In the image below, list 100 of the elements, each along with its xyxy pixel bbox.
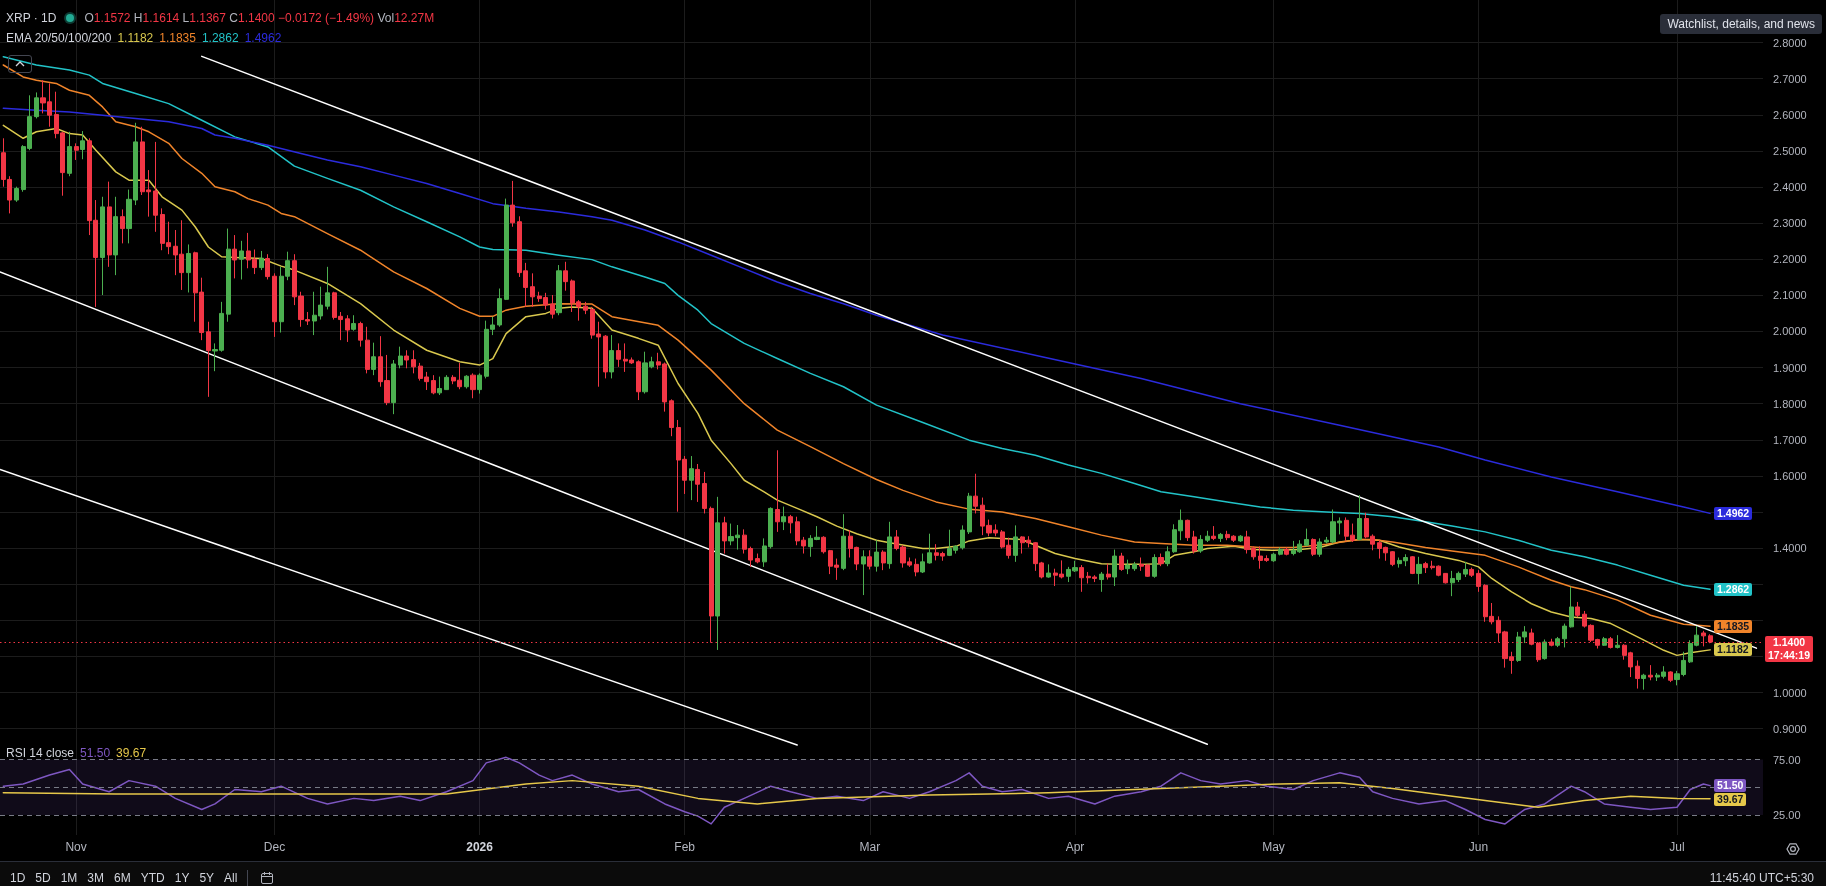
- candlestick: [636, 359, 641, 401]
- line-series: [2, 124, 1711, 657]
- line-series: [2, 756, 1711, 825]
- candlestick: [1185, 519, 1190, 542]
- candlestick: [391, 359, 396, 415]
- y-tick-label: 75.00: [1773, 753, 1801, 766]
- candlestick: [477, 372, 482, 395]
- candlestick: [444, 374, 449, 391]
- candlestick: [583, 301, 588, 315]
- candlestick: [1278, 546, 1283, 556]
- candlestick: [887, 521, 892, 570]
- candlestick: [556, 264, 562, 316]
- candlestick: [1575, 601, 1580, 618]
- candlestick: [530, 272, 535, 308]
- candlestick: [504, 198, 509, 301]
- candlestick: [14, 186, 19, 203]
- candlestick: [80, 130, 85, 160]
- text: 51.50: [80, 746, 111, 760]
- candlestick: [497, 288, 502, 328]
- candlestick: [881, 549, 886, 571]
- candlestick: [74, 142, 79, 161]
- candlestick: [1311, 537, 1316, 557]
- x-tick-label: Apr: [1065, 840, 1085, 854]
- candlestick: [371, 342, 376, 376]
- y-tick-label: 2.7000: [1773, 72, 1807, 85]
- candlestick: [1469, 567, 1474, 578]
- candlestick: [107, 181, 112, 268]
- candlestick: [186, 243, 191, 293]
- line-series: [2, 779, 1711, 809]
- candlestick: [1119, 552, 1124, 572]
- candlestick: [113, 196, 118, 276]
- candlestick: [232, 234, 237, 279]
- candlestick: [1476, 569, 1481, 593]
- candlestick: [272, 272, 277, 338]
- y-tick-label: 2.3000: [1773, 217, 1807, 230]
- text: 1.1835: [159, 31, 196, 45]
- candlestick: [821, 535, 826, 555]
- x-tick-label: Mar: [859, 840, 881, 854]
- y-tick-label: 1.4000: [1773, 542, 1807, 555]
- candlestick: [781, 506, 786, 531]
- candlestick: [431, 374, 436, 395]
- text: 11:45:40 UTC+5:30: [1709, 870, 1814, 886]
- candlestick: [1046, 563, 1051, 579]
- candlestick: [1602, 636, 1607, 647]
- candlestick: [867, 549, 872, 570]
- text: YTD: [140, 871, 165, 885]
- legend-title: EMA 20/50/100/200: [6, 31, 112, 45]
- y-tick-label: 1.7000: [1773, 433, 1807, 446]
- candlestick: [470, 372, 476, 399]
- text: 5D: [35, 871, 51, 885]
- candlestick: [1218, 532, 1223, 543]
- candlestick: [34, 91, 39, 119]
- y-tick-label: 2.5000: [1773, 144, 1807, 157]
- candlestick: [669, 398, 674, 437]
- candlestick: [365, 326, 370, 374]
- x-tick-label: 2026: [466, 840, 494, 854]
- y-tick-label: 2.4000: [1773, 181, 1807, 194]
- candlestick: [1152, 553, 1157, 579]
- candlestick: [874, 539, 879, 573]
- text: O1.1572 H1.1614 L1.1367 C1.1400 −0.0172 (−1.49%) Vol12.27M: [84, 11, 435, 25]
- y-tick-label: 2.6000: [1773, 108, 1807, 121]
- x-tick-label: Nov: [65, 840, 87, 854]
- candlestick: [1423, 561, 1428, 574]
- candlestick: [1132, 561, 1137, 572]
- candlestick: [404, 349, 409, 369]
- data-label: 1.1182: [1717, 643, 1749, 657]
- candlestick: [206, 321, 211, 398]
- candlestick: [265, 253, 270, 280]
- candlestick: [1390, 550, 1395, 567]
- candlestick: [1542, 638, 1547, 661]
- candlestick: [695, 463, 700, 503]
- data-label: 1.4962: [1717, 506, 1750, 520]
- line-series: [2, 107, 1711, 515]
- candlestick: [689, 455, 694, 501]
- candlestick: [1635, 659, 1640, 690]
- candlestick: [1648, 664, 1653, 681]
- y-tick-label: 1.6000: [1773, 469, 1807, 482]
- candlestick: [1205, 530, 1210, 543]
- text: 5Y: [199, 871, 215, 885]
- candlestick: [1112, 549, 1117, 587]
- candlestick: [920, 553, 925, 574]
- data-label: 39.67: [1717, 793, 1744, 807]
- candlestick: [1211, 525, 1216, 541]
- text: 1.2862: [201, 31, 239, 45]
- text: XRP · 1D: [6, 11, 57, 25]
- y-tick-label: 1.9000: [1773, 361, 1807, 374]
- x-tick-label: Jul: [1669, 840, 1685, 854]
- candlestick: [1562, 623, 1567, 648]
- candlestick: [1443, 572, 1448, 585]
- candlestick: [1125, 559, 1130, 575]
- candlestick: [226, 228, 231, 323]
- text: 1.4962: [244, 31, 282, 45]
- text: 39.67: [116, 746, 147, 760]
- candlestick: [861, 549, 866, 596]
- candlestick: [510, 180, 515, 228]
- candlestick: [841, 513, 846, 571]
- candlestick: [1192, 530, 1197, 555]
- chart-title: RSI 14 close: [6, 746, 75, 760]
- text: 17:44:19: [1768, 648, 1811, 662]
- candlestick: [1615, 634, 1620, 650]
